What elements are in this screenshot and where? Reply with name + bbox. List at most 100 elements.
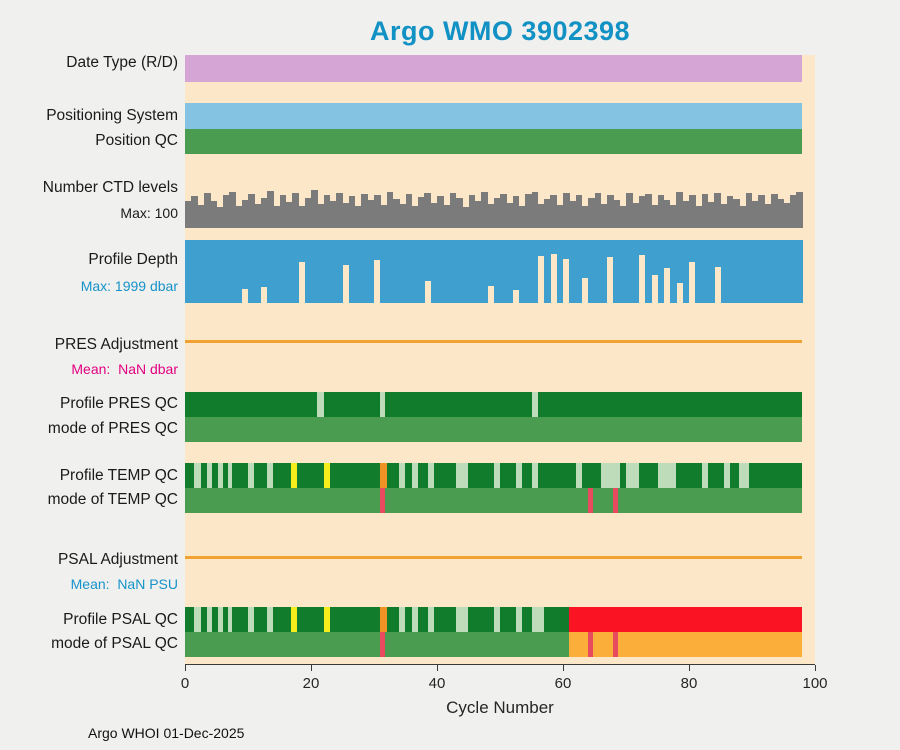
- bar: [506, 203, 513, 228]
- bar: [563, 240, 570, 259]
- row-mode-psal-qc: [185, 632, 815, 657]
- bar: [588, 197, 595, 228]
- bar: [575, 240, 583, 303]
- bar: [430, 240, 438, 303]
- bar: [707, 240, 715, 303]
- bar: [493, 197, 501, 228]
- segment-pale_green: [493, 607, 500, 632]
- bar: [531, 240, 539, 303]
- bar: [537, 240, 545, 256]
- bar: [336, 240, 343, 303]
- label-ctd-levels: Number CTD levels: [42, 179, 178, 196]
- bar: [632, 202, 639, 228]
- bar: [550, 240, 558, 255]
- bar: [701, 194, 709, 228]
- bar: [626, 240, 633, 303]
- bar: [789, 240, 797, 303]
- bar: [745, 193, 753, 228]
- bar: [626, 192, 633, 228]
- bar: [462, 206, 469, 228]
- bar: [777, 240, 784, 303]
- row-ctd-levels: [185, 190, 815, 228]
- bar: [518, 205, 526, 228]
- segment-pale_green: [455, 463, 469, 488]
- row-mode-pres-qc: [185, 417, 815, 442]
- bar: [411, 240, 419, 303]
- bar: [411, 206, 419, 228]
- bar: [292, 240, 299, 303]
- row-profile-pres-qc: [185, 392, 815, 417]
- bar: [317, 240, 324, 303]
- bar: [657, 240, 665, 303]
- label-depth-max: Max: 1999 dbar: [80, 278, 178, 294]
- bar: [682, 201, 690, 228]
- bar: [563, 193, 570, 228]
- bar: [777, 198, 784, 228]
- x-tick: [688, 665, 690, 671]
- bar: [348, 195, 356, 228]
- segment-pale_green: [380, 392, 386, 417]
- label-mode-temp-qc: mode of TEMP QC: [47, 491, 178, 508]
- label-position-qc: Position QC: [95, 132, 178, 149]
- bar: [600, 240, 608, 303]
- bar: [670, 205, 677, 228]
- bar: [380, 204, 387, 228]
- bar: [455, 240, 463, 303]
- x-axis-title: Cycle Number: [446, 698, 554, 717]
- segment-mark_orange: [380, 607, 387, 632]
- bar: [512, 240, 520, 291]
- label-mode-psal-qc: mode of PSAL QC: [51, 635, 178, 652]
- bar: [298, 240, 306, 263]
- bar: [500, 193, 507, 228]
- bar: [367, 240, 375, 303]
- bar: [544, 198, 551, 228]
- bar: [720, 240, 728, 303]
- bar: [783, 240, 791, 303]
- bar: [361, 193, 369, 228]
- bar: [405, 194, 413, 228]
- bar: [222, 240, 230, 303]
- segment-pale_green: [515, 607, 523, 632]
- segment-crimson: [613, 488, 619, 513]
- bar: [752, 240, 759, 303]
- bar: [222, 194, 230, 228]
- bar: [752, 201, 759, 228]
- bar: [581, 240, 589, 278]
- bar: [323, 194, 331, 228]
- bar: [241, 240, 249, 289]
- bar: [506, 240, 513, 303]
- label-psal-adjustment: PSAL Adjustment: [57, 551, 178, 568]
- bar: [273, 240, 280, 303]
- bar: [537, 204, 545, 228]
- bar: [342, 202, 350, 228]
- bar: [342, 240, 350, 266]
- segment-pale_green: [217, 463, 223, 488]
- bar: [695, 240, 702, 303]
- bar: [739, 205, 747, 228]
- x-tick: [310, 665, 312, 671]
- bar: [764, 240, 772, 303]
- row-profile-temp-qc: [185, 463, 815, 488]
- bar: [663, 199, 671, 228]
- bar: [254, 204, 261, 228]
- row-psal-adjustment: [185, 556, 815, 559]
- label-psal-mean: Mean: NaN PSU: [70, 576, 178, 592]
- bar: [733, 240, 740, 303]
- segment-green: [185, 129, 803, 154]
- bar: [726, 240, 734, 303]
- bar: [229, 240, 236, 303]
- bar: [191, 240, 198, 303]
- segment-pale_green: [493, 463, 500, 488]
- bar: [707, 202, 715, 228]
- bar: [525, 194, 532, 228]
- bar: [216, 207, 224, 228]
- row-date-type: [185, 55, 815, 82]
- bar: [632, 240, 639, 303]
- segment-pale_green: [207, 607, 213, 632]
- bar: [229, 191, 236, 228]
- bar: [380, 240, 387, 303]
- bar: [399, 240, 406, 303]
- x-tick-label: 60: [554, 675, 572, 692]
- bar: [550, 194, 558, 228]
- bar: [210, 201, 217, 228]
